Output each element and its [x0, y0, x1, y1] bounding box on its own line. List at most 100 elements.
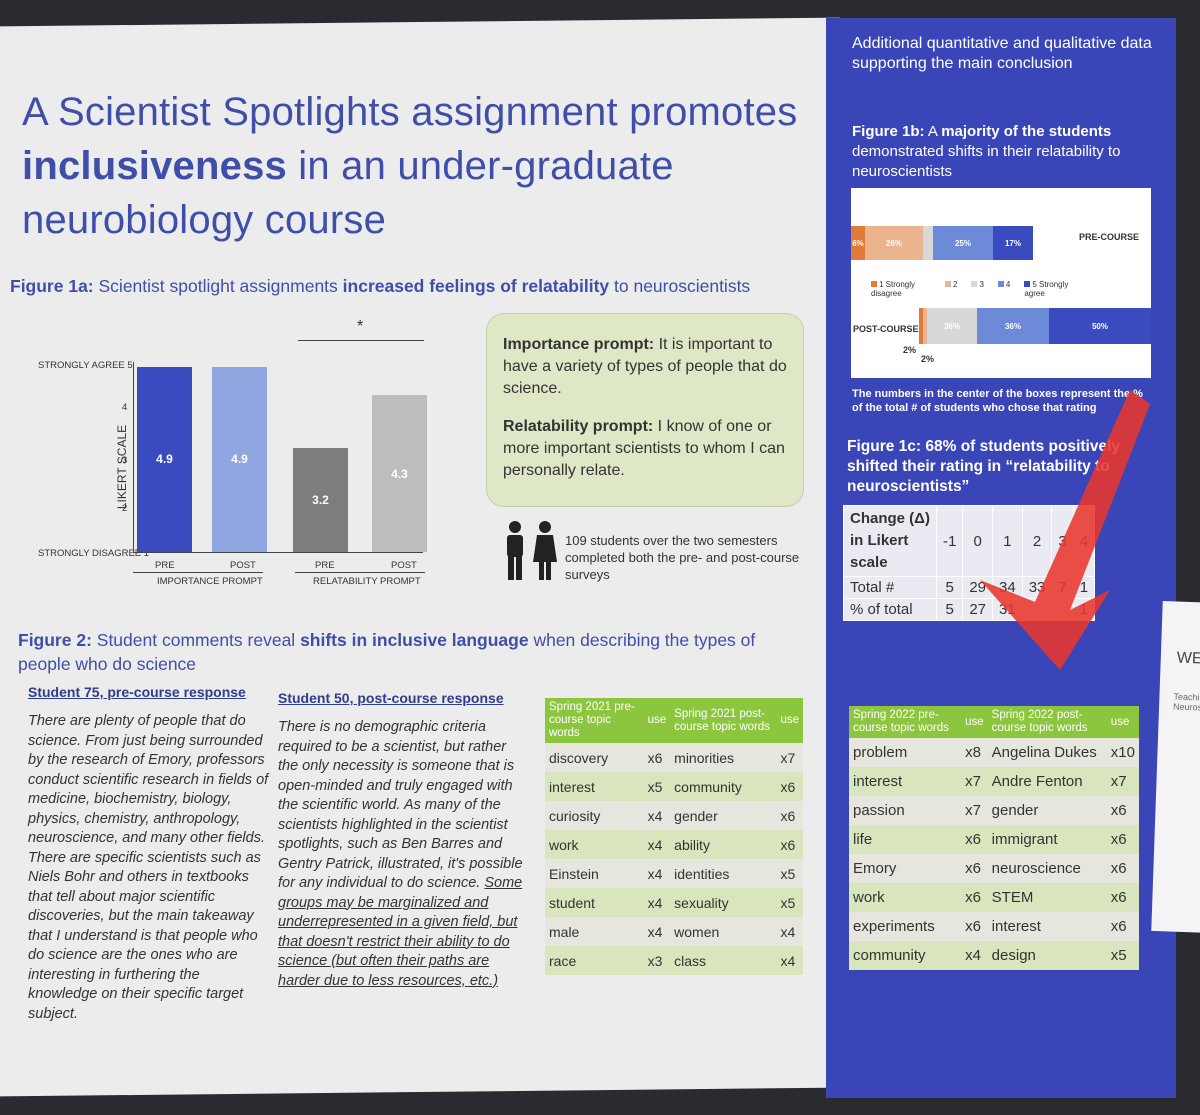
post-segment: 36%: [927, 308, 977, 344]
table-row: student x4 sexuality x5: [545, 888, 803, 917]
adjacent-snippet: WE: [1176, 649, 1200, 668]
table-header: Spring 2021 post-course topic words: [670, 698, 777, 743]
y-axis-line: [133, 362, 134, 552]
table-header: use: [961, 706, 988, 738]
group-label: RELATABILITY PROMPT: [313, 576, 421, 587]
table-cell: ability: [670, 830, 777, 859]
change-cell: -1: [935, 505, 964, 577]
table-cell: work: [545, 830, 644, 859]
table-cell: x4: [643, 917, 671, 946]
table-cell: x6: [1106, 825, 1139, 854]
table-row: interest x5 community x6: [545, 772, 803, 801]
table-cell: work: [849, 883, 962, 912]
chart-bar: 4.3: [372, 395, 427, 552]
post-segment: 36%: [977, 308, 1049, 344]
bar-value-label: 3.2: [312, 492, 329, 507]
table-cell: x3: [643, 946, 671, 975]
table-row: male x4 women x4: [545, 917, 803, 946]
table-cell: x4: [643, 888, 671, 917]
bar-value-label: 4.9: [156, 452, 173, 467]
table-row: interest x7 Andre Fenton x7: [849, 767, 1139, 796]
pre-segment: 25%: [933, 226, 993, 260]
table-cell: neuroscience: [987, 854, 1107, 883]
pre-course-label: PRE-COURSE: [1079, 232, 1140, 242]
fig1b-heading: Figure 1b: A majority of the students de…: [852, 123, 1121, 180]
bar-value-label: 4.3: [391, 466, 408, 481]
fig1c-title: Figure 1c: 68% of students positively sh…: [847, 438, 1121, 495]
table-cell: life: [849, 825, 962, 854]
pre-segment: 26%: [865, 226, 923, 260]
adjacent-subtext: Teachin Neuros: [1172, 691, 1200, 713]
table-header: use: [1106, 706, 1139, 738]
table-cell: male: [545, 917, 644, 946]
group-bracket: [295, 572, 425, 573]
table-cell: x4: [643, 830, 671, 859]
legend-item: 4: [997, 280, 1010, 298]
post-course-label: POST-COURSE: [853, 324, 919, 334]
pct-label: % of total: [843, 598, 937, 621]
table-cell: curiosity: [545, 801, 644, 830]
table-cell: identities: [670, 859, 777, 888]
post-small-label: 2%: [921, 354, 935, 364]
table-cell: x4: [776, 946, 803, 975]
table-row: race x3 class x4: [545, 946, 803, 975]
table-cell: x7: [1106, 767, 1139, 796]
students-note: 109 students over the two semesters comp…: [565, 533, 800, 582]
table-cell: gender: [670, 801, 777, 830]
table-cell: x6: [776, 830, 803, 859]
table-cell: x4: [776, 917, 803, 946]
change-header: Change (Δ) in Likert scale: [843, 505, 937, 577]
bar-label: POST: [230, 560, 256, 571]
table-cell: x5: [776, 888, 803, 917]
student50-text: There is no demographic criteria require…: [278, 719, 523, 989]
table-cell: Andre Fenton: [987, 767, 1107, 796]
table-header: use: [776, 698, 803, 743]
table-cell: x4: [643, 801, 671, 830]
table-cell: x6: [1106, 883, 1139, 912]
significance-star: *: [357, 318, 364, 335]
table-cell: x6: [776, 801, 803, 830]
table-cell: interest: [849, 767, 962, 796]
table-cell: Einstein: [545, 859, 644, 888]
table-cell: x6: [1106, 854, 1139, 883]
table-cell: community: [849, 941, 962, 970]
fig1a-heading: Figure 1a: Scientist spotlight assignmen…: [10, 276, 751, 296]
pre-segment: 6%: [851, 226, 865, 260]
significance-bracket: [298, 340, 424, 341]
y-axis-label: LIKERT SCALE: [115, 424, 130, 510]
bar-value-label: 4.9: [231, 452, 248, 467]
x-axis-line: [133, 552, 423, 553]
post-segment: [919, 308, 923, 344]
table-cell: experiments: [849, 912, 962, 941]
table-row: work x4 ability x6: [545, 830, 803, 859]
poster-title: A Scientist Spotlights assignment promot…: [22, 90, 798, 242]
table-cell: gender: [987, 796, 1107, 825]
table-cell: x5: [1106, 941, 1139, 970]
table-row: problem x8 Angelina Dukes x10: [849, 738, 1139, 767]
fig1a-chart: STRONGLY AGREE 5 STRONGLY DISAGREE 1 4 3…: [0, 300, 480, 600]
post-small-label: 2%: [903, 345, 917, 355]
post-segment: 50%: [1049, 308, 1151, 344]
prompts-box: Importance prompt: It is important to ha…: [486, 313, 804, 507]
table-row: life x6 immigrant x6: [849, 825, 1139, 854]
table-row: discovery x6 minorities x7: [545, 743, 803, 772]
table-cell: design: [987, 941, 1107, 970]
table-cell: community: [670, 772, 777, 801]
table-row: Emory x6 neuroscience x6: [849, 854, 1139, 883]
legend-item: 5 Strongly agree: [1024, 280, 1069, 298]
chart-bar: 4.9: [212, 366, 267, 552]
table-cell: passion: [849, 796, 962, 825]
table-cell: Angelina Dukes: [987, 738, 1107, 767]
fig1b-note: The numbers in the center of the boxes r…: [852, 388, 1143, 414]
table-cell: x4: [961, 941, 988, 970]
legend-item: 2: [945, 280, 957, 298]
y-bottom-label: STRONGLY DISAGREE 1: [38, 548, 150, 559]
legend-item: 1 Strongly disagree: [871, 280, 916, 298]
table-header: use: [643, 698, 671, 743]
table-cell: student: [545, 888, 644, 917]
change-cell: 1: [992, 505, 1023, 577]
table-cell: discovery: [545, 743, 644, 772]
table-row: passion x7 gender x6: [849, 796, 1139, 825]
table-row: community x4 design x5: [849, 941, 1139, 970]
table-cell: STEM: [987, 883, 1107, 912]
